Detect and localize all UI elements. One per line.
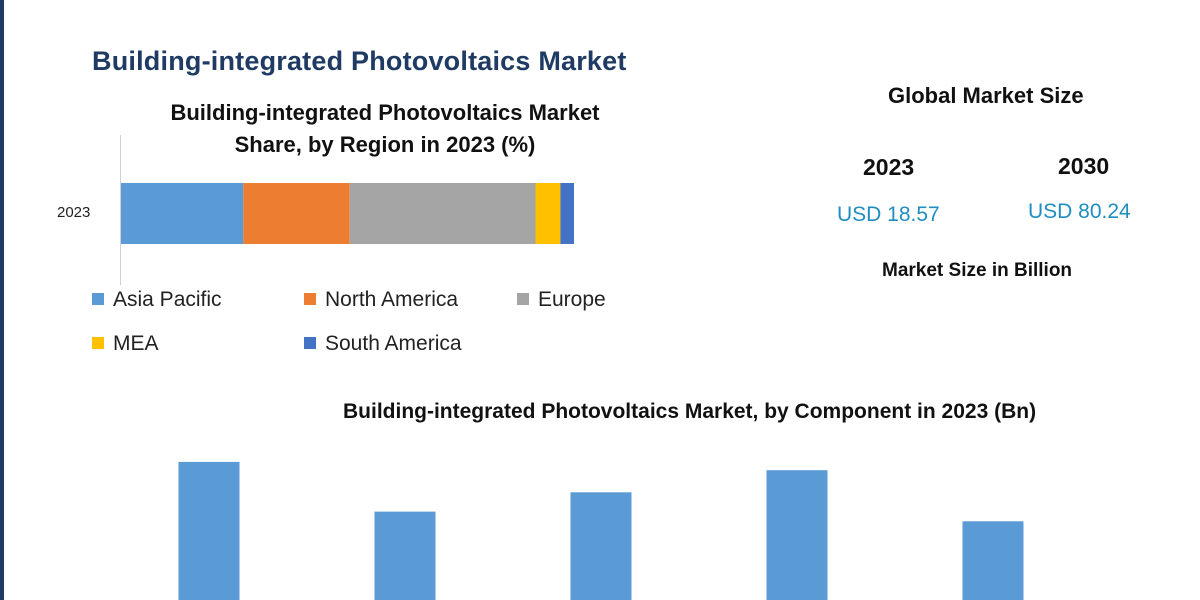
market-value-2030: USD 80.24 [1028, 200, 1131, 223]
market-unit-note: Market Size in Billion [882, 260, 1073, 281]
legend-swatch [304, 293, 316, 305]
legend-label: North America [325, 288, 459, 311]
region-bar-segment-europe [349, 183, 536, 244]
legend-item-mea: MEA [92, 332, 159, 356]
component-bar-5 [962, 521, 1024, 600]
legend-item-north-america: North America [304, 288, 458, 312]
legend-swatch [92, 293, 104, 305]
legend-swatch [304, 337, 316, 349]
legend-label: MEA [113, 332, 159, 355]
page-title: Building-integrated Photovoltaics Market [92, 46, 627, 76]
region-chart-axis [120, 135, 121, 285]
component-bar-3 [570, 492, 632, 600]
region-chart-title-line1: Building-integrated Photovoltaics Market [170, 100, 600, 125]
legend-item-europe: Europe [517, 288, 606, 312]
region-bar-segment-north-america [243, 183, 350, 244]
region-chart-title-line2: Share, by Region in 2023 (%) [234, 132, 536, 157]
component-bar-2 [374, 511, 436, 600]
region-bar-segment-mea [535, 183, 561, 244]
region-bar-segment-asia-pacific [121, 183, 244, 244]
year-2030-label: 2030 [1058, 153, 1110, 179]
region-bar-segment-south-america [560, 183, 574, 244]
frame-left-border [0, 0, 4, 600]
year-2023-label: 2023 [863, 154, 915, 180]
legend-label: Asia Pacific [113, 288, 222, 311]
legend-item-asia-pacific: Asia Pacific [92, 288, 222, 312]
legend-item-south-america: South America [304, 332, 462, 356]
global-market-title: Global Market Size [888, 83, 1084, 108]
region-chart-category-label: 2023 [57, 204, 91, 221]
legend-swatch [92, 337, 104, 349]
component-chart-title: Building-integrated Photovoltaics Market… [343, 400, 1037, 423]
legend-label: Europe [538, 288, 606, 311]
legend-swatch [517, 293, 529, 305]
region-chart-title: Building-integrated Photovoltaics Market… [120, 97, 650, 161]
component-bar-4 [766, 470, 828, 600]
market-value-2023: USD 18.57 [837, 203, 940, 226]
legend-label: South America [325, 332, 462, 355]
component-bar-1 [178, 461, 240, 600]
